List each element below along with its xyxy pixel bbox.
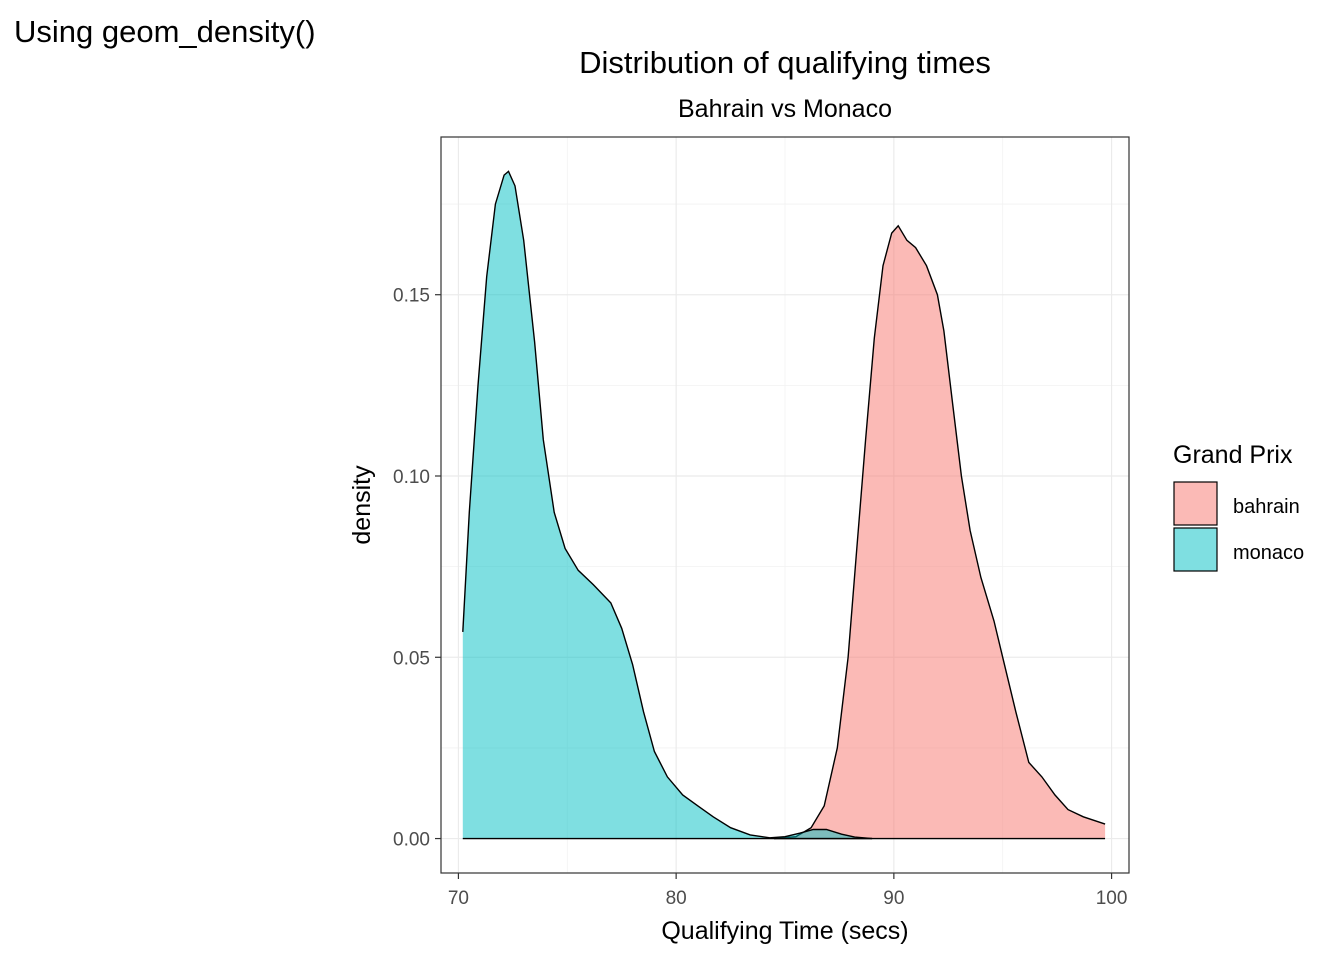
chart-title: Distribution of qualifying times xyxy=(579,45,991,80)
legend-key-bahrain xyxy=(1173,481,1218,526)
y-axis-title: density xyxy=(348,465,376,545)
page-heading: Using geom_density() xyxy=(14,14,316,49)
density-area-monaco xyxy=(462,171,873,839)
y-tick-label: 0.05 xyxy=(393,648,430,669)
y-tick-label: 0.00 xyxy=(393,830,430,851)
legend-label-bahrain: bahrain xyxy=(1233,496,1300,518)
axis-ticks: 70 80 90 100 0.00 0.05 0.10 0.15 xyxy=(393,286,1127,909)
x-tick-label: 100 xyxy=(1096,888,1128,909)
y-tick-label: 0.15 xyxy=(393,286,430,307)
x-axis-title: Qualifying Time (secs) xyxy=(661,917,908,945)
panel-border xyxy=(440,136,1130,874)
legend-title: Grand Prix xyxy=(1173,441,1293,469)
density-area-bahrain xyxy=(774,225,1106,839)
chart-subtitle: Bahrain vs Monaco xyxy=(678,95,892,123)
density-line-bahrain xyxy=(774,224,1106,840)
legend-label-monaco: monaco xyxy=(1233,542,1304,564)
legend-key-monaco xyxy=(1173,527,1218,572)
density-line-monaco xyxy=(462,170,873,840)
legend: Grand Prix bahrain monaco xyxy=(1173,441,1304,572)
density-areas xyxy=(462,170,1106,840)
y-tick-label: 0.10 xyxy=(393,467,430,488)
x-tick-label: 90 xyxy=(883,888,904,909)
x-tick-label: 80 xyxy=(666,888,687,909)
x-tick-label: 70 xyxy=(448,888,469,909)
